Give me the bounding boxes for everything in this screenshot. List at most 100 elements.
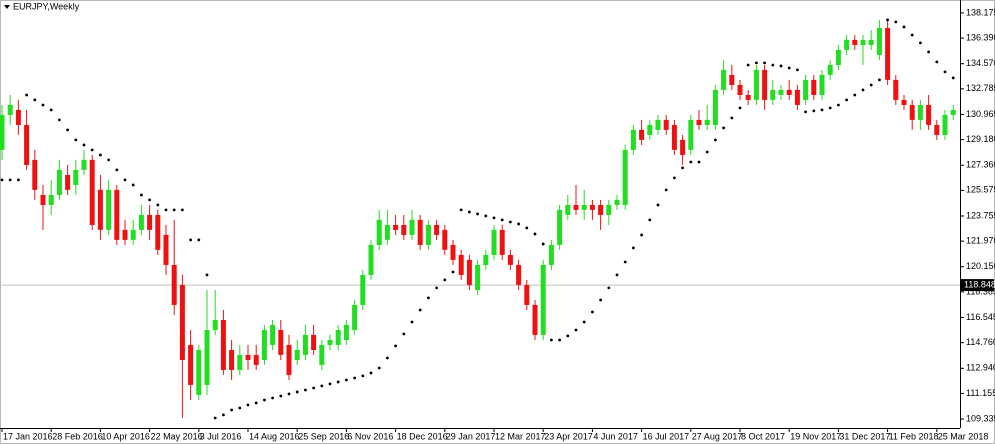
- sar-dot: [459, 208, 463, 212]
- x-tick-label: 23 Apr 2017: [544, 431, 593, 441]
- candle-body: [97, 189, 103, 230]
- candle-body: [138, 214, 144, 230]
- y-tick-label: 127.360: [966, 160, 995, 170]
- sar-dot: [919, 41, 922, 45]
- candle-body: [606, 204, 612, 215]
- candle-body: [696, 119, 702, 125]
- candle-body: [671, 124, 677, 150]
- x-tick-label: 11 Feb 2018: [889, 431, 939, 441]
- y-tick-label: 114.760: [966, 337, 995, 347]
- sar-dot: [714, 138, 717, 142]
- sar-dot: [623, 260, 627, 264]
- x-tick-label: 19 Nov 2017: [790, 431, 841, 441]
- sar-dot: [902, 25, 906, 29]
- candle-body: [926, 104, 932, 125]
- candle-body: [622, 149, 628, 205]
- x-tick-label: 3 Jul 2016: [200, 431, 242, 441]
- x-tick-label: 29 Jan 2017: [446, 431, 496, 441]
- candle-body: [212, 319, 218, 330]
- sar-dot: [632, 246, 635, 250]
- candle-body: [565, 204, 571, 215]
- candle-body: [106, 189, 112, 230]
- candle-body: [811, 79, 817, 95]
- candle-body: [737, 84, 743, 95]
- sar-dot: [730, 116, 734, 120]
- sar-dot: [673, 176, 676, 180]
- sar-dot: [837, 103, 840, 107]
- sar-dot: [164, 208, 168, 212]
- sar-dot: [755, 61, 758, 65]
- x-tick-label: 16 Jul 2017: [643, 431, 690, 441]
- sar-dot: [951, 76, 955, 80]
- sar-dot: [41, 103, 45, 107]
- sar-dot: [689, 160, 693, 164]
- candle-body: [581, 204, 587, 210]
- sar-dot: [886, 18, 889, 22]
- sar-dot: [320, 384, 324, 388]
- candle-body: [745, 94, 751, 100]
- sar-dot: [377, 366, 381, 370]
- sar-dot: [107, 158, 110, 162]
- candle-body: [417, 219, 423, 245]
- candle-body: [721, 69, 727, 90]
- candle-body: [893, 79, 899, 100]
- sar-dot: [746, 63, 750, 67]
- y-tick-label: 111.155: [966, 388, 995, 398]
- candle-body: [376, 219, 382, 245]
- candle-body: [655, 119, 661, 130]
- sar-dot: [517, 222, 520, 226]
- sar-dot: [140, 193, 143, 197]
- sar-dot: [0, 178, 4, 182]
- candle-body: [852, 39, 858, 45]
- sar-dot: [787, 66, 791, 70]
- candle-body: [885, 27, 891, 80]
- sar-dot: [328, 382, 332, 386]
- candle-body: [663, 119, 669, 130]
- y-tick-label: 130.965: [966, 109, 995, 119]
- x-tick-label: 31 Dec 2017: [839, 431, 890, 441]
- sar-dot: [607, 286, 611, 290]
- menu-icon[interactable]: [4, 5, 10, 9]
- candle-body: [7, 104, 13, 115]
- sar-dot: [738, 106, 742, 110]
- candle-body: [704, 119, 710, 125]
- sar-dot: [304, 388, 307, 392]
- candle-body: [876, 27, 882, 55]
- candle-body: [261, 329, 267, 360]
- sar-dot: [804, 110, 807, 114]
- candle-body: [335, 329, 341, 345]
- sar-dot: [74, 138, 78, 142]
- y-tick-label: 120.150: [966, 261, 995, 271]
- sar-dot: [345, 378, 348, 382]
- candle-body: [458, 254, 464, 275]
- candle-body: [360, 274, 366, 305]
- x-tick-label: 4 Jun 2017: [593, 431, 638, 441]
- candle-body: [680, 139, 686, 155]
- sar-dot: [435, 286, 438, 290]
- sar-dot: [238, 406, 242, 410]
- y-tick-label: 118.365: [966, 286, 995, 296]
- sar-dot: [369, 371, 373, 375]
- sar-dot: [845, 98, 848, 102]
- candle-body: [835, 49, 841, 65]
- candle-body: [753, 69, 759, 100]
- candle-body: [204, 329, 210, 385]
- x-tick-label: 14 Aug 2016: [249, 431, 300, 441]
- sar-dot: [861, 88, 865, 92]
- candle-body: [688, 119, 694, 150]
- candle-body: [73, 169, 79, 185]
- x-tick-label: 28 Feb 2016: [52, 431, 103, 441]
- candle-body: [516, 264, 522, 285]
- candle-body: [155, 214, 161, 250]
- candle-body: [532, 304, 538, 335]
- candle-body: [770, 89, 776, 100]
- candle-body: [401, 224, 407, 235]
- sar-dot: [361, 374, 365, 378]
- sar-dot: [763, 61, 766, 65]
- sar-dot: [492, 216, 496, 220]
- sar-dot: [213, 416, 217, 420]
- sar-dot: [33, 98, 37, 102]
- candle-body: [909, 104, 915, 120]
- sar-dot: [222, 413, 225, 417]
